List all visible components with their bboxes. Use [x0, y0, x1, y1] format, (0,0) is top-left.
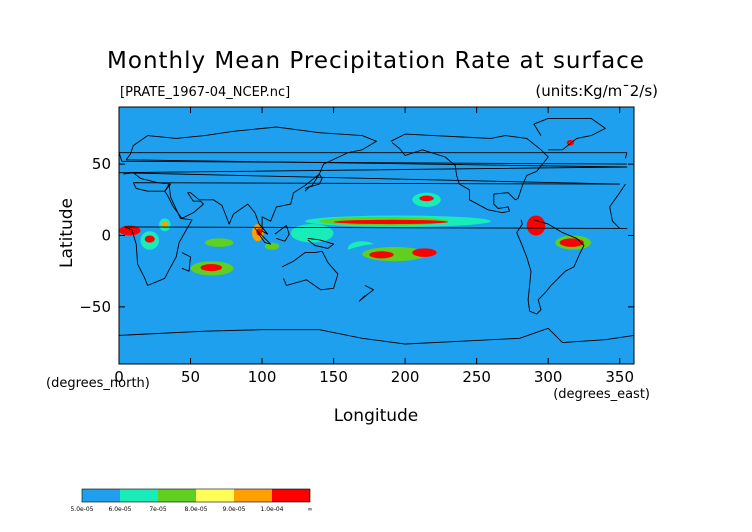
x-tick-label-5: 250 [462, 368, 491, 386]
coastline-9 [274, 225, 290, 242]
chart-subtitle: [PRATE_1967-04_NCEP.nc] [120, 85, 290, 100]
precip-region-35 [566, 139, 574, 146]
precip-region-36 [519, 178, 549, 193]
x-tick-label-1: 50 [181, 368, 200, 386]
coastline-11 [181, 252, 191, 272]
colorbar-label-5: 1.0e-04 [260, 506, 283, 513]
precip-region-41 [576, 346, 606, 353]
chart-units: (units:Kg/m¯2/s) [535, 82, 658, 100]
coastline-10 [304, 173, 323, 192]
precip-region-10 [200, 264, 222, 272]
precip-region-26 [419, 195, 434, 202]
precip-region-3 [144, 235, 155, 243]
precip-region-16 [290, 224, 334, 243]
colorbar-swatch-3 [196, 489, 234, 502]
y-axis-label: Latitude [57, 198, 77, 268]
x-tick-label-0: 0 [114, 368, 124, 386]
axes: 0 50 100 150 200 250 300 350 50 0 −50 [79, 107, 634, 386]
precip-region-14 [264, 242, 280, 250]
colorbar-label-1: 6.0e-05 [108, 506, 131, 513]
coastline-outlines [119, 117, 634, 345]
colorbar-frame [81, 488, 311, 503]
coastline-3 [390, 133, 549, 214]
x-tick-label-3: 150 [319, 368, 348, 386]
coastline-5 [533, 117, 606, 151]
colorbar-label-2: 7e-05 [149, 506, 166, 513]
x-tick-label-2: 100 [248, 368, 277, 386]
plot-area: 0 50 100 150 200 250 300 350 50 0 −50 [79, 106, 705, 386]
colorbar-label-3: 8.0e-05 [184, 506, 207, 513]
coastline-8 [254, 228, 272, 245]
precip-region-23 [369, 251, 394, 259]
coastline-12 [358, 285, 375, 302]
chart-title: Monthly Mean Precipitation Rate at surfa… [107, 48, 645, 74]
x-tick-label-7: 350 [605, 368, 634, 386]
colorbar-swatch-0 [82, 489, 120, 502]
precip-region-15 [254, 199, 288, 219]
colorbar-label-6: ∞ [308, 506, 313, 513]
precip-region-27 [340, 195, 370, 210]
precip-region-32 [559, 238, 584, 247]
coastline-4 [516, 219, 585, 315]
precip-region-42 [390, 306, 434, 315]
colorbar-swatch-5 [272, 489, 310, 502]
coastline-6 [119, 327, 634, 345]
x-axis-unit-label: (degrees_east) [553, 387, 650, 402]
precip-region-33 [619, 224, 634, 236]
precip-region-38 [505, 278, 520, 307]
colorbar-swatch-4 [234, 489, 272, 502]
x-tick-label-6: 300 [534, 368, 563, 386]
x-tick-label-4: 200 [391, 368, 420, 386]
precip-region-24 [412, 248, 437, 257]
colorbar-swatch-1 [120, 489, 158, 502]
coastline-2 [281, 250, 339, 291]
coastline-1 [119, 126, 628, 235]
precip-region-40 [319, 332, 348, 339]
precip-region-7 [204, 238, 234, 247]
colorbar: 5.0e-05 6.0e-05 7e-05 8.0e-05 9.0e-05 1.0e-04… [70, 488, 313, 513]
precip-region-37 [684, 234, 705, 237]
colorbar-label-4: 9.0e-05 [222, 506, 245, 513]
precip-region-1 [119, 225, 141, 236]
coastline-13 [119, 152, 628, 165]
x-axis-label: Longitude [334, 406, 419, 426]
precip-region-29 [526, 215, 546, 236]
y-axis-unit-label: (degrees_north) [46, 376, 150, 391]
y-tick-label-1: 0 [101, 227, 111, 245]
precip-region-19 [333, 219, 449, 225]
colorbar-label-0: 5.0e-05 [70, 506, 93, 513]
y-tick-label-0: 50 [92, 155, 111, 173]
coastline-7 [307, 237, 335, 249]
y-tick-label-2: −50 [79, 298, 111, 316]
colorbar-swatch-2 [158, 489, 196, 502]
precip-region-5 [161, 221, 168, 227]
